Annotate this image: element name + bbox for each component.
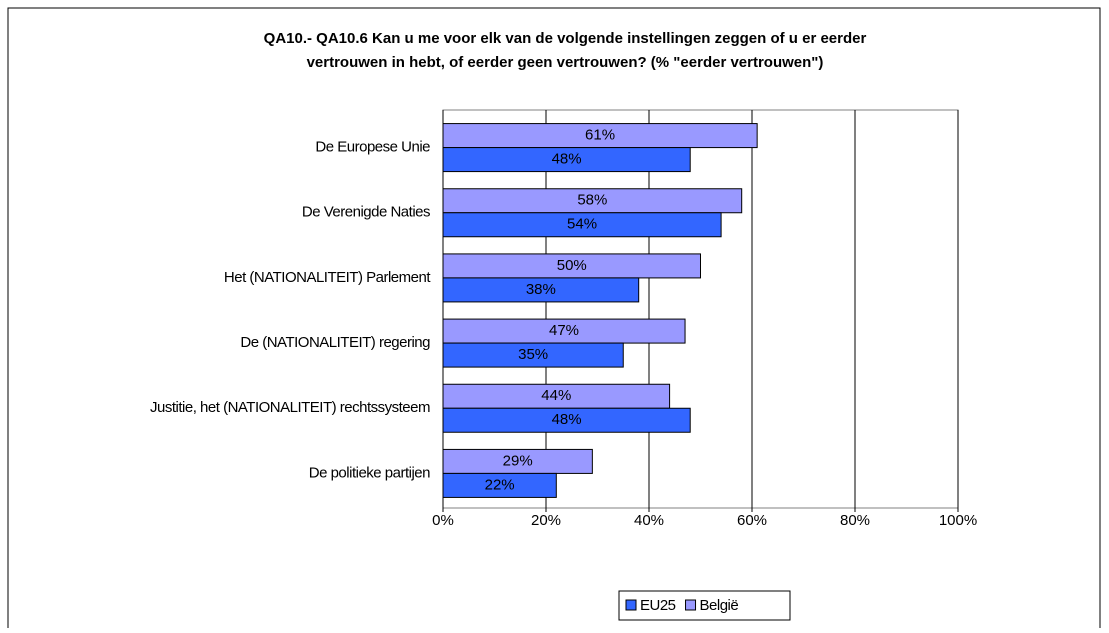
data-label: 61% [585,127,615,144]
data-label: 47% [549,322,579,339]
x-tick-label: 60% [737,512,767,529]
legend-box [618,590,791,621]
data-label: 44% [541,387,571,404]
legend-label: België [700,597,739,614]
x-tick-label: 20% [531,512,561,529]
x-tick-label: 80% [840,512,870,529]
data-label: 50% [557,257,587,274]
bar [442,472,557,498]
bar [442,407,691,433]
y-tick-label: Het (NATIONALITEIT) Parlement [224,269,431,286]
legend-swatch [625,599,637,611]
chart-title: QA10.- QA10.6 Kan u me voor elk van de v… [264,30,867,71]
legend-swatch [685,599,697,611]
data-label: 48% [552,151,582,168]
bar [442,318,686,344]
bar [442,277,640,303]
plot-area [442,109,959,509]
y-tick-label: Justitie, het (NATIONALITEIT) rechtssyst… [150,399,430,416]
data-label: 22% [485,476,515,493]
y-tick-label: De (NATIONALITEIT) regering [240,334,430,351]
data-label: 29% [503,452,533,469]
x-tick-label: 0% [432,512,454,529]
data-label: 58% [577,192,607,209]
data-label: 38% [526,281,556,298]
bar [442,147,691,173]
bar [442,342,624,368]
bar [442,212,722,238]
y-tick-label: De Europese Unie [315,139,430,156]
data-label: 48% [552,411,582,428]
y-tick-label: De Verenigde Naties [302,204,430,221]
y-tick-label: De politieke partijen [309,464,430,481]
data-label: 54% [567,216,597,233]
x-tick-label: 100% [939,512,977,529]
frame [7,7,1101,628]
legend-label: EU25 [640,597,676,614]
data-label: 35% [518,346,548,363]
x-tick-label: 40% [634,512,664,529]
